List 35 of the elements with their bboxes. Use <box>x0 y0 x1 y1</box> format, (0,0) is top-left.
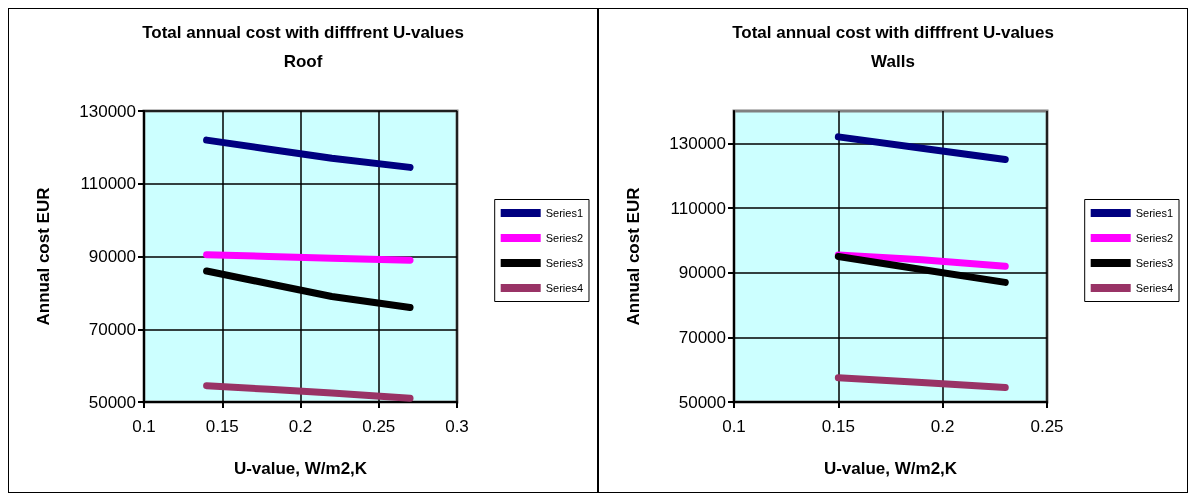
y-tick-label: 110000 <box>80 174 136 194</box>
y-tick-label: 130000 <box>669 133 726 153</box>
y-tick-label: 50000 <box>88 392 136 412</box>
y-tick-label: 70000 <box>678 327 726 347</box>
y-tick-label: 90000 <box>88 247 136 266</box>
x-axis-title: U-value, W/m2,K <box>233 459 368 478</box>
y-tick-label: 90000 <box>678 263 726 283</box>
chart-subtitle: Walls <box>871 52 915 71</box>
legend-label: Series3 <box>545 257 583 269</box>
legend-label: Series4 <box>1135 282 1173 294</box>
chart-subtitle: Roof <box>283 52 323 71</box>
x-axis-title: U-value, W/m2,K <box>823 459 958 478</box>
x-tick-label: 0.1 <box>132 417 156 436</box>
x-tick-label: 0.25 <box>362 417 396 436</box>
legend-label: Series1 <box>1135 207 1173 219</box>
x-tick-label: 0.3 <box>445 417 469 436</box>
x-tick-label: 0.2 <box>930 417 955 436</box>
y-tick-label: 70000 <box>88 319 136 339</box>
legend-label: Series1 <box>545 207 583 219</box>
y-axis-title: Annual cost EUR <box>624 187 643 326</box>
chart-title: Total annual cost with difffrent U-values <box>732 23 1054 42</box>
y-axis-title: Annual cost EUR <box>34 187 53 326</box>
x-tick-label: 0.25 <box>1030 417 1064 436</box>
legend-label: Series2 <box>1135 232 1173 244</box>
x-tick-label: 0.15 <box>821 417 855 436</box>
y-tick-label: 130000 <box>79 101 136 121</box>
y-tick-label: 110000 <box>670 198 726 218</box>
legend-label: Series2 <box>545 232 583 244</box>
chart-title: Total annual cost with difffrent U-values <box>142 23 464 42</box>
x-tick-label: 0.15 <box>205 417 239 436</box>
x-tick-label: 0.2 <box>288 417 313 436</box>
legend-label: Series4 <box>545 282 583 294</box>
x-tick-label: 0.1 <box>722 417 746 436</box>
y-tick-label: 50000 <box>678 392 726 412</box>
legend-label: Series3 <box>1135 257 1173 269</box>
